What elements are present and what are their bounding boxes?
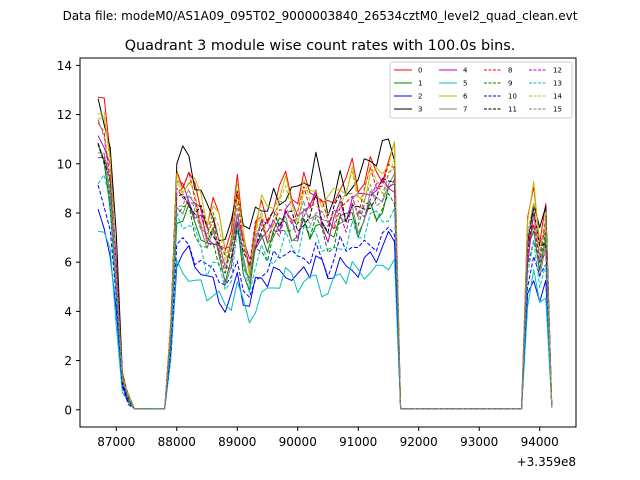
- x-tick-label: 88000: [158, 435, 196, 449]
- legend-label: 3: [418, 106, 422, 114]
- legend-label: 10: [508, 93, 517, 101]
- legend-label: 8: [508, 67, 512, 75]
- legend-label: 0: [418, 67, 422, 75]
- y-tick-label: 4: [64, 305, 72, 319]
- legend-label: 5: [463, 80, 467, 88]
- series-line-12: [98, 156, 553, 410]
- legend-label: 1: [418, 80, 422, 88]
- legend-label: 14: [553, 93, 562, 101]
- series-layer: [97, 96, 553, 410]
- axes-layer: 87000 88000 89000 90000 91000 92000 93000 94000…: [57, 59, 559, 449]
- x-tick-label: 89000: [218, 435, 256, 449]
- chart-title: Quadrant 3 module wise count rates with …: [125, 38, 516, 54]
- legend-label: 4: [463, 67, 468, 75]
- plot-frame: [79, 57, 577, 428]
- legend-label: 9: [508, 80, 512, 88]
- y-tick-label: 6: [64, 256, 72, 270]
- x-tick-label: 91000: [339, 435, 377, 449]
- x-offset-label: +3.359e8: [517, 455, 576, 469]
- x-tick-label: 87000: [97, 435, 135, 449]
- series-line-14: [97, 111, 553, 410]
- legend-label: 6: [463, 93, 468, 101]
- legend-label: 2: [418, 93, 422, 101]
- legend-label: 11: [508, 106, 517, 114]
- x-tick-label: 94000: [521, 435, 559, 449]
- y-tick-label: 12: [57, 108, 72, 122]
- legend-box: [389, 61, 573, 119]
- legend-label: 15: [553, 106, 562, 114]
- legend-label: 12: [553, 67, 562, 75]
- legend-label: 7: [463, 106, 467, 114]
- legend-label: 13: [553, 80, 562, 88]
- x-tick-label: 92000: [400, 435, 438, 449]
- y-tick-label: 8: [64, 206, 72, 220]
- series-line-15: [97, 119, 553, 410]
- series-line-10: [97, 184, 553, 410]
- y-tick-label: 2: [64, 354, 72, 368]
- y-tick-label: 14: [57, 59, 72, 73]
- figure-suptitle: Data file: modeM0/AS1A09_095T02_90000038…: [63, 9, 578, 23]
- series-line-13: [97, 174, 553, 410]
- y-tick-label: 0: [64, 403, 72, 417]
- x-tick-label: 90000: [279, 435, 317, 449]
- y-tick-label: 10: [57, 157, 72, 171]
- x-tick-label: 93000: [460, 435, 498, 449]
